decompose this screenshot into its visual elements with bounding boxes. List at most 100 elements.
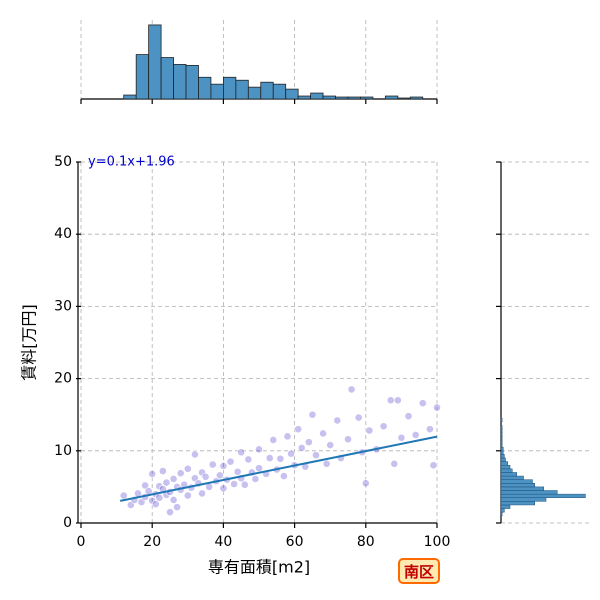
hist-bar <box>500 454 505 459</box>
hist-bar <box>500 436 503 441</box>
hist-bar <box>148 24 162 100</box>
hist-bar <box>500 501 535 506</box>
scatter-point <box>280 472 288 480</box>
scatter-point <box>119 491 128 500</box>
scatter-point <box>240 480 249 489</box>
scatter-point <box>390 459 399 468</box>
scatter-point <box>151 500 160 509</box>
scatter-point <box>333 416 342 425</box>
district-badge: 南区 <box>398 558 440 584</box>
scatter-point <box>158 467 167 475</box>
scatter-point <box>215 471 224 480</box>
scatter-point <box>365 426 374 435</box>
hist-bar <box>272 83 287 100</box>
x-tick-label: 40 <box>214 534 232 550</box>
hist-bar <box>260 81 274 100</box>
scatter-point <box>244 455 253 464</box>
scatter-point <box>308 410 317 419</box>
y-axis-label: 賃料[万円] <box>20 304 39 381</box>
hist-bar <box>198 76 212 100</box>
hist-bar <box>500 432 503 437</box>
scatter-point <box>208 460 217 469</box>
scatter-point <box>233 467 242 476</box>
scatter-point <box>344 435 352 444</box>
scatter-point <box>319 429 327 438</box>
hist-bar <box>135 54 150 100</box>
scatter-point <box>418 399 427 408</box>
scatter-point <box>226 457 235 466</box>
hist-bar <box>310 92 324 100</box>
hist-bar <box>123 94 137 100</box>
hist-bar <box>160 57 174 100</box>
hist-bar <box>500 486 544 491</box>
scatter-point <box>425 425 434 434</box>
scatter-point <box>297 444 306 452</box>
x-tick-label: 20 <box>143 534 161 550</box>
y-tick-label: 10 <box>54 443 72 459</box>
scatter-point <box>255 464 263 473</box>
y-tick-label: 30 <box>54 298 72 314</box>
scatter-point <box>162 478 171 487</box>
hist-bar <box>500 472 517 477</box>
hist-bar <box>500 457 506 462</box>
y-tick-label: 50 <box>54 154 72 170</box>
scatter-point <box>287 449 295 458</box>
scatter-point <box>237 448 246 457</box>
scatter-point <box>276 454 285 463</box>
hist-bar <box>500 479 533 484</box>
hist-bar <box>500 428 503 434</box>
hist-bar <box>500 483 535 488</box>
scatter-point <box>379 422 388 431</box>
y-tick-label: 40 <box>54 226 72 242</box>
hist-bar <box>500 464 511 470</box>
regression-line <box>119 435 438 502</box>
x-tick-label: 80 <box>357 534 375 550</box>
scatter-point <box>397 433 406 442</box>
hist-bar <box>409 96 424 100</box>
hist-bar <box>322 95 336 100</box>
x-tick-label: 60 <box>286 534 304 550</box>
hist-bar <box>500 439 503 444</box>
hist-bar <box>500 508 505 513</box>
hist-bar <box>285 88 299 100</box>
hist-bar <box>500 504 511 509</box>
hist-bar <box>500 418 503 423</box>
scatter-point <box>386 396 395 405</box>
scatter-point <box>347 385 356 394</box>
hist-bar <box>500 425 503 430</box>
scatter-point <box>429 461 438 470</box>
hist-bar <box>500 446 504 452</box>
scatter-point <box>265 454 274 462</box>
hist-bar <box>500 493 586 498</box>
x-tick-label: 100 <box>424 534 451 550</box>
hist-bar <box>185 65 199 100</box>
scatter-point <box>148 470 157 478</box>
scatter-point <box>169 475 178 483</box>
hist-bar <box>235 79 249 100</box>
scatter-point <box>404 412 413 421</box>
scatter-point <box>294 425 303 434</box>
hist-bar <box>500 490 558 495</box>
scatter-point <box>322 459 331 468</box>
scatter-point <box>183 491 192 500</box>
x-tick-label: 0 <box>77 534 86 550</box>
scatter-point <box>219 462 228 470</box>
scatter-point <box>411 431 420 439</box>
scatter-point <box>393 396 402 405</box>
hist-bar <box>384 95 399 100</box>
scatter-point <box>191 450 199 459</box>
scatter-point <box>183 464 192 473</box>
hist-bar <box>500 468 513 473</box>
hist-bar <box>500 450 504 455</box>
x-axis-label: 専有面積[m2] <box>208 558 310 577</box>
hist-bar <box>347 96 361 100</box>
hist-bar <box>173 64 187 100</box>
scatter-point <box>169 495 178 504</box>
scatter-point <box>433 403 441 412</box>
scatter-point <box>141 481 149 490</box>
scatter-point <box>269 436 278 444</box>
scatter-point <box>251 475 260 483</box>
scatter-point <box>173 503 182 512</box>
